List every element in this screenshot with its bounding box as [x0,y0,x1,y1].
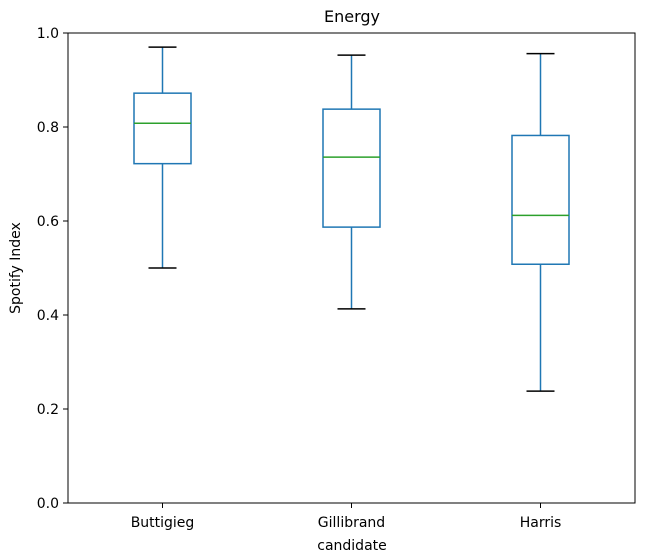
chart-title: Energy [324,7,380,26]
x-axis: Buttigieg Gillibrand Harris [131,503,562,531]
y-tick-label: 0.8 [37,120,59,136]
y-tick-label: 0.4 [37,308,59,324]
y-tick-label: 0.6 [37,214,59,230]
y-tick-label: 1.0 [37,26,59,42]
box-gillibrand [323,55,380,309]
y-axis-label: Spotify Index [8,222,24,314]
y-tick-label: 0.0 [37,496,59,512]
box-plot-series [134,47,569,391]
x-tick-label-buttigieg: Buttigieg [131,515,195,531]
x-axis-label: candidate [317,538,387,554]
x-tick-label-harris: Harris [520,515,562,531]
interquartile-box [512,135,569,264]
y-tick-label: 0.2 [37,402,59,418]
box-harris [512,54,569,391]
interquartile-box [323,109,380,227]
interquartile-box [134,93,191,164]
y-axis: 0.0 0.2 0.4 0.6 0.8 1.0 [37,26,68,512]
box-buttigieg [134,47,191,268]
x-tick-label-gillibrand: Gillibrand [318,515,385,531]
